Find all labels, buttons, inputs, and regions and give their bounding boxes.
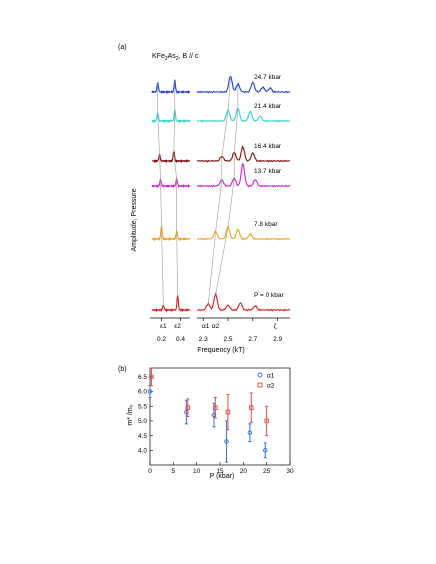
legend-marker bbox=[257, 382, 263, 388]
data-point-circle bbox=[263, 448, 268, 453]
pressure-label: 21.4 kbar bbox=[254, 103, 282, 110]
x-tick-label: 20 bbox=[240, 468, 248, 475]
data-point-circle bbox=[247, 430, 253, 435]
x-tick-label: 15 bbox=[216, 468, 224, 475]
pressure-label: 24.7 kbar bbox=[254, 74, 282, 81]
panel-a-plot: 24.7 kbar 21.4 kbar 16.4 kbar 13.7 kbar 7.8 … bbox=[150, 74, 291, 343]
peak-label: ε2 bbox=[174, 323, 181, 330]
data-point-square bbox=[185, 405, 191, 410]
tick-label: 0.2 bbox=[157, 336, 166, 343]
data-point-square bbox=[213, 405, 218, 410]
spectrum-right bbox=[196, 107, 291, 123]
data-point-square bbox=[149, 374, 154, 380]
spectrum-right bbox=[196, 224, 291, 241]
peak-label: α1 bbox=[202, 323, 210, 330]
spectrum-left bbox=[151, 225, 191, 242]
y-tick-label: 5.5 bbox=[138, 403, 147, 410]
panel-b-xlabel: P (kbar) bbox=[210, 473, 235, 480]
y-tick-label: 4.5 bbox=[138, 433, 147, 440]
panel-b-plot: 0 5 10 15 20 25 30 4.0 4.5 5.0 5.5 6.0 6.5 α1 α2 bbox=[138, 367, 294, 475]
spectrum-right bbox=[196, 162, 291, 188]
panel-a-title: KFe2As2, B // c bbox=[152, 53, 199, 62]
pressure-label: 13.7 kbar bbox=[254, 168, 282, 175]
peak-label: α2 bbox=[212, 323, 220, 330]
pressure-label: P = 0 kbar bbox=[254, 292, 285, 299]
data-point-square bbox=[225, 409, 231, 415]
spectrum-right bbox=[196, 75, 291, 94]
peak-guide-line bbox=[207, 76, 231, 305]
spectrum-left bbox=[151, 109, 191, 124]
x-tick-label: 25 bbox=[263, 468, 271, 475]
peak-guide-line bbox=[157, 83, 164, 307]
tick-label: 2.9 bbox=[273, 336, 282, 343]
spectrum-right bbox=[196, 292, 291, 312]
peak-guide-line bbox=[173, 81, 178, 297]
peak-label: ζ bbox=[274, 323, 277, 330]
y-tick-label: 5.0 bbox=[138, 418, 147, 425]
spectrum-left bbox=[151, 295, 191, 313]
tick-label: 2.5 bbox=[223, 336, 232, 343]
x-tick-label: 30 bbox=[286, 468, 294, 475]
x-tick-label: 0 bbox=[148, 468, 152, 475]
y-tick-label: 6.0 bbox=[138, 389, 147, 396]
legend-label: α2 bbox=[267, 383, 275, 390]
spectrum-left bbox=[151, 79, 191, 95]
panel-a-ylabel: Amplitude, Pressure bbox=[131, 188, 138, 251]
peak-guide-line bbox=[215, 85, 239, 296]
panel-b-label: (b) bbox=[118, 366, 127, 373]
legend-marker bbox=[257, 372, 263, 378]
tick-label: 0.4 bbox=[176, 336, 185, 343]
x-tick-label: 10 bbox=[193, 468, 201, 475]
x-tick-label: 5 bbox=[172, 468, 176, 475]
tick-label: 2.3 bbox=[199, 336, 208, 343]
panel-a-xlabel: Frequency (kT) bbox=[197, 347, 244, 354]
tick-label: 2.7 bbox=[248, 336, 257, 343]
spectrum-left bbox=[151, 177, 191, 189]
panel-a-label: (a) bbox=[118, 44, 127, 51]
data-point-square bbox=[249, 405, 254, 410]
panel-b-ylabel: m* /m₀ bbox=[127, 404, 134, 425]
legend-label: α1 bbox=[267, 373, 275, 380]
spectrum-left bbox=[151, 150, 190, 164]
data-point-circle bbox=[147, 389, 153, 394]
data-point-circle bbox=[224, 439, 229, 444]
y-tick-label: 6.5 bbox=[138, 374, 147, 381]
peak-label: ε1 bbox=[160, 323, 167, 330]
y-tick-label: 4.0 bbox=[138, 448, 147, 455]
spectrum-right bbox=[196, 145, 291, 163]
pressure-label: 7.8 kbar bbox=[254, 221, 278, 228]
pressure-label: 16.4 kbar bbox=[254, 143, 282, 150]
data-point-square bbox=[264, 418, 269, 424]
